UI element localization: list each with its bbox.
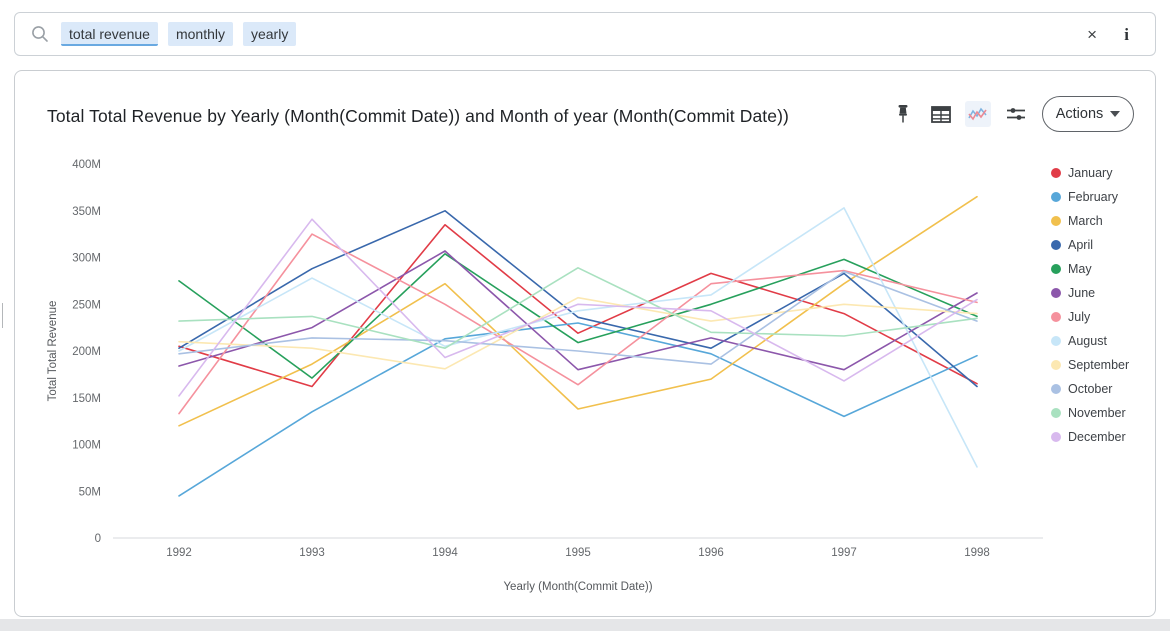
legend-label: June <box>1068 286 1096 300</box>
x-tick-label: 1994 <box>432 547 458 559</box>
actions-button[interactable]: Actions <box>1042 96 1134 132</box>
y-tick-label: 300M <box>72 253 101 265</box>
legend-dot <box>1051 240 1061 250</box>
legend-dot <box>1051 264 1061 274</box>
x-tick-label: 1998 <box>964 547 990 559</box>
legend-item-january[interactable]: January <box>1051 161 1129 185</box>
y-tick-label: 350M <box>72 206 101 218</box>
sliders-icon <box>1007 108 1025 120</box>
y-tick-label: 50M <box>79 486 101 498</box>
y-tick-label: 200M <box>72 346 101 358</box>
search-token-total-revenue[interactable]: total revenue <box>61 22 158 46</box>
y-tick-label: 150M <box>72 393 101 405</box>
search-token-yearly[interactable]: yearly <box>242 22 297 46</box>
x-tick-label: 1995 <box>565 547 591 559</box>
legend-dot <box>1051 192 1061 202</box>
legend-item-october[interactable]: October <box>1051 377 1129 401</box>
line-chart-plot[interactable]: 0 50M 100M 150M 200M 250M 300M 350M 400M Total To… <box>45 151 1045 611</box>
series-line-june <box>178 250 978 371</box>
legend-item-july[interactable]: July <box>1051 305 1129 329</box>
legend-label: October <box>1068 382 1113 396</box>
legend-label: February <box>1068 190 1119 204</box>
page-bottom-strip <box>0 619 1170 631</box>
search-bar[interactable]: total revenue monthly yearly × i <box>14 12 1156 56</box>
legend-label: July <box>1068 310 1091 324</box>
legend-label: August <box>1068 334 1107 348</box>
legend-dot <box>1051 312 1061 322</box>
legend-label: May <box>1068 262 1092 276</box>
table-view-button[interactable] <box>928 101 954 127</box>
chart-settings-button[interactable] <box>1003 101 1029 127</box>
legend-label: March <box>1068 214 1103 228</box>
legend-label: January <box>1068 166 1113 180</box>
y-tick-label: 100M <box>72 440 101 452</box>
series-line-january <box>178 224 978 388</box>
x-tick-label: 1992 <box>166 547 192 559</box>
pin-icon <box>898 105 908 123</box>
legend-item-august[interactable]: August <box>1051 329 1129 353</box>
legend-dot <box>1051 288 1061 298</box>
actions-button-label: Actions <box>1055 106 1104 122</box>
legend-dot <box>1051 360 1061 370</box>
legend-item-november[interactable]: November <box>1051 401 1129 425</box>
y-axis-title: Total Total Revenue <box>47 301 59 402</box>
legend-dot <box>1051 384 1061 394</box>
legend-dot <box>1051 408 1061 418</box>
series-line-october <box>178 270 978 365</box>
y-tick-label: 250M <box>72 299 101 311</box>
series-line-april <box>178 209 978 388</box>
legend-item-may[interactable]: May <box>1051 257 1129 281</box>
series-line-august <box>178 207 978 468</box>
line-chart-icon <box>968 107 987 121</box>
search-icon <box>32 26 48 42</box>
legend-dot <box>1051 336 1061 346</box>
legend-label: April <box>1068 238 1094 252</box>
table-icon <box>931 105 951 123</box>
legend-label: September <box>1068 358 1130 372</box>
x-tick-label: 1996 <box>698 547 724 559</box>
x-tick-label: 1997 <box>831 547 857 559</box>
y-tick-label: 400M <box>72 159 101 171</box>
x-tick-label: 1993 <box>299 547 325 559</box>
line-chart-view-button[interactable] <box>965 101 991 127</box>
series-line-september <box>178 296 978 370</box>
series-line-march <box>178 195 978 427</box>
legend-item-september[interactable]: September <box>1051 353 1129 377</box>
search-token-monthly[interactable]: monthly <box>167 22 233 46</box>
legend-dot <box>1051 216 1061 226</box>
x-axis-title: Yearly (Month(Commit Date)) <box>503 581 652 593</box>
legend-item-february[interactable]: February <box>1051 185 1129 209</box>
legend-item-june[interactable]: June <box>1051 281 1129 305</box>
legend-dot <box>1051 168 1061 178</box>
y-tick-label: 0 <box>95 533 101 545</box>
legend-dot <box>1051 432 1061 442</box>
panel-drag-handle[interactable] <box>2 303 3 328</box>
legend-item-march[interactable]: March <box>1051 209 1129 233</box>
chart-card: Total Total Revenue by Yearly (Month(Com… <box>14 70 1156 617</box>
series-line-may <box>178 253 978 379</box>
clear-search-icon[interactable]: × <box>1087 25 1097 44</box>
chart-legend: January February March April May June July Augu… <box>1051 161 1129 449</box>
chevron-down-icon <box>1110 111 1121 117</box>
series-line-february <box>178 322 978 497</box>
legend-label: November <box>1068 406 1126 420</box>
pin-button[interactable] <box>890 101 916 127</box>
series-line-july <box>178 233 978 415</box>
info-icon[interactable]: i <box>1124 25 1129 44</box>
series-line-december <box>178 218 978 397</box>
legend-label: December <box>1068 430 1126 444</box>
legend-item-december[interactable]: December <box>1051 425 1129 449</box>
chart-title: Total Total Revenue by Yearly (Month(Com… <box>47 106 789 126</box>
series-line-november <box>178 267 978 349</box>
legend-item-april[interactable]: April <box>1051 233 1129 257</box>
